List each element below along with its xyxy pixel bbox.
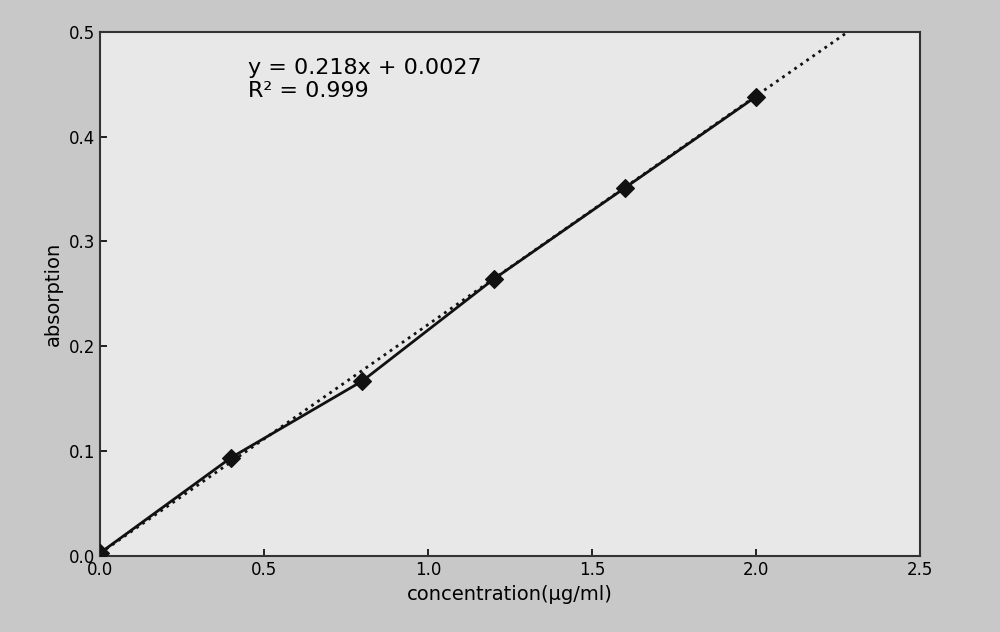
Point xyxy=(748,92,764,102)
X-axis label: concentration(μg/ml): concentration(μg/ml) xyxy=(407,585,613,604)
Point xyxy=(223,453,239,463)
Point xyxy=(92,548,108,558)
Point xyxy=(486,274,502,284)
Point xyxy=(354,376,370,386)
Y-axis label: absorption: absorption xyxy=(44,242,63,346)
Point xyxy=(617,183,633,193)
Text: y = 0.218x + 0.0027
R² = 0.999: y = 0.218x + 0.0027 R² = 0.999 xyxy=(248,58,481,101)
